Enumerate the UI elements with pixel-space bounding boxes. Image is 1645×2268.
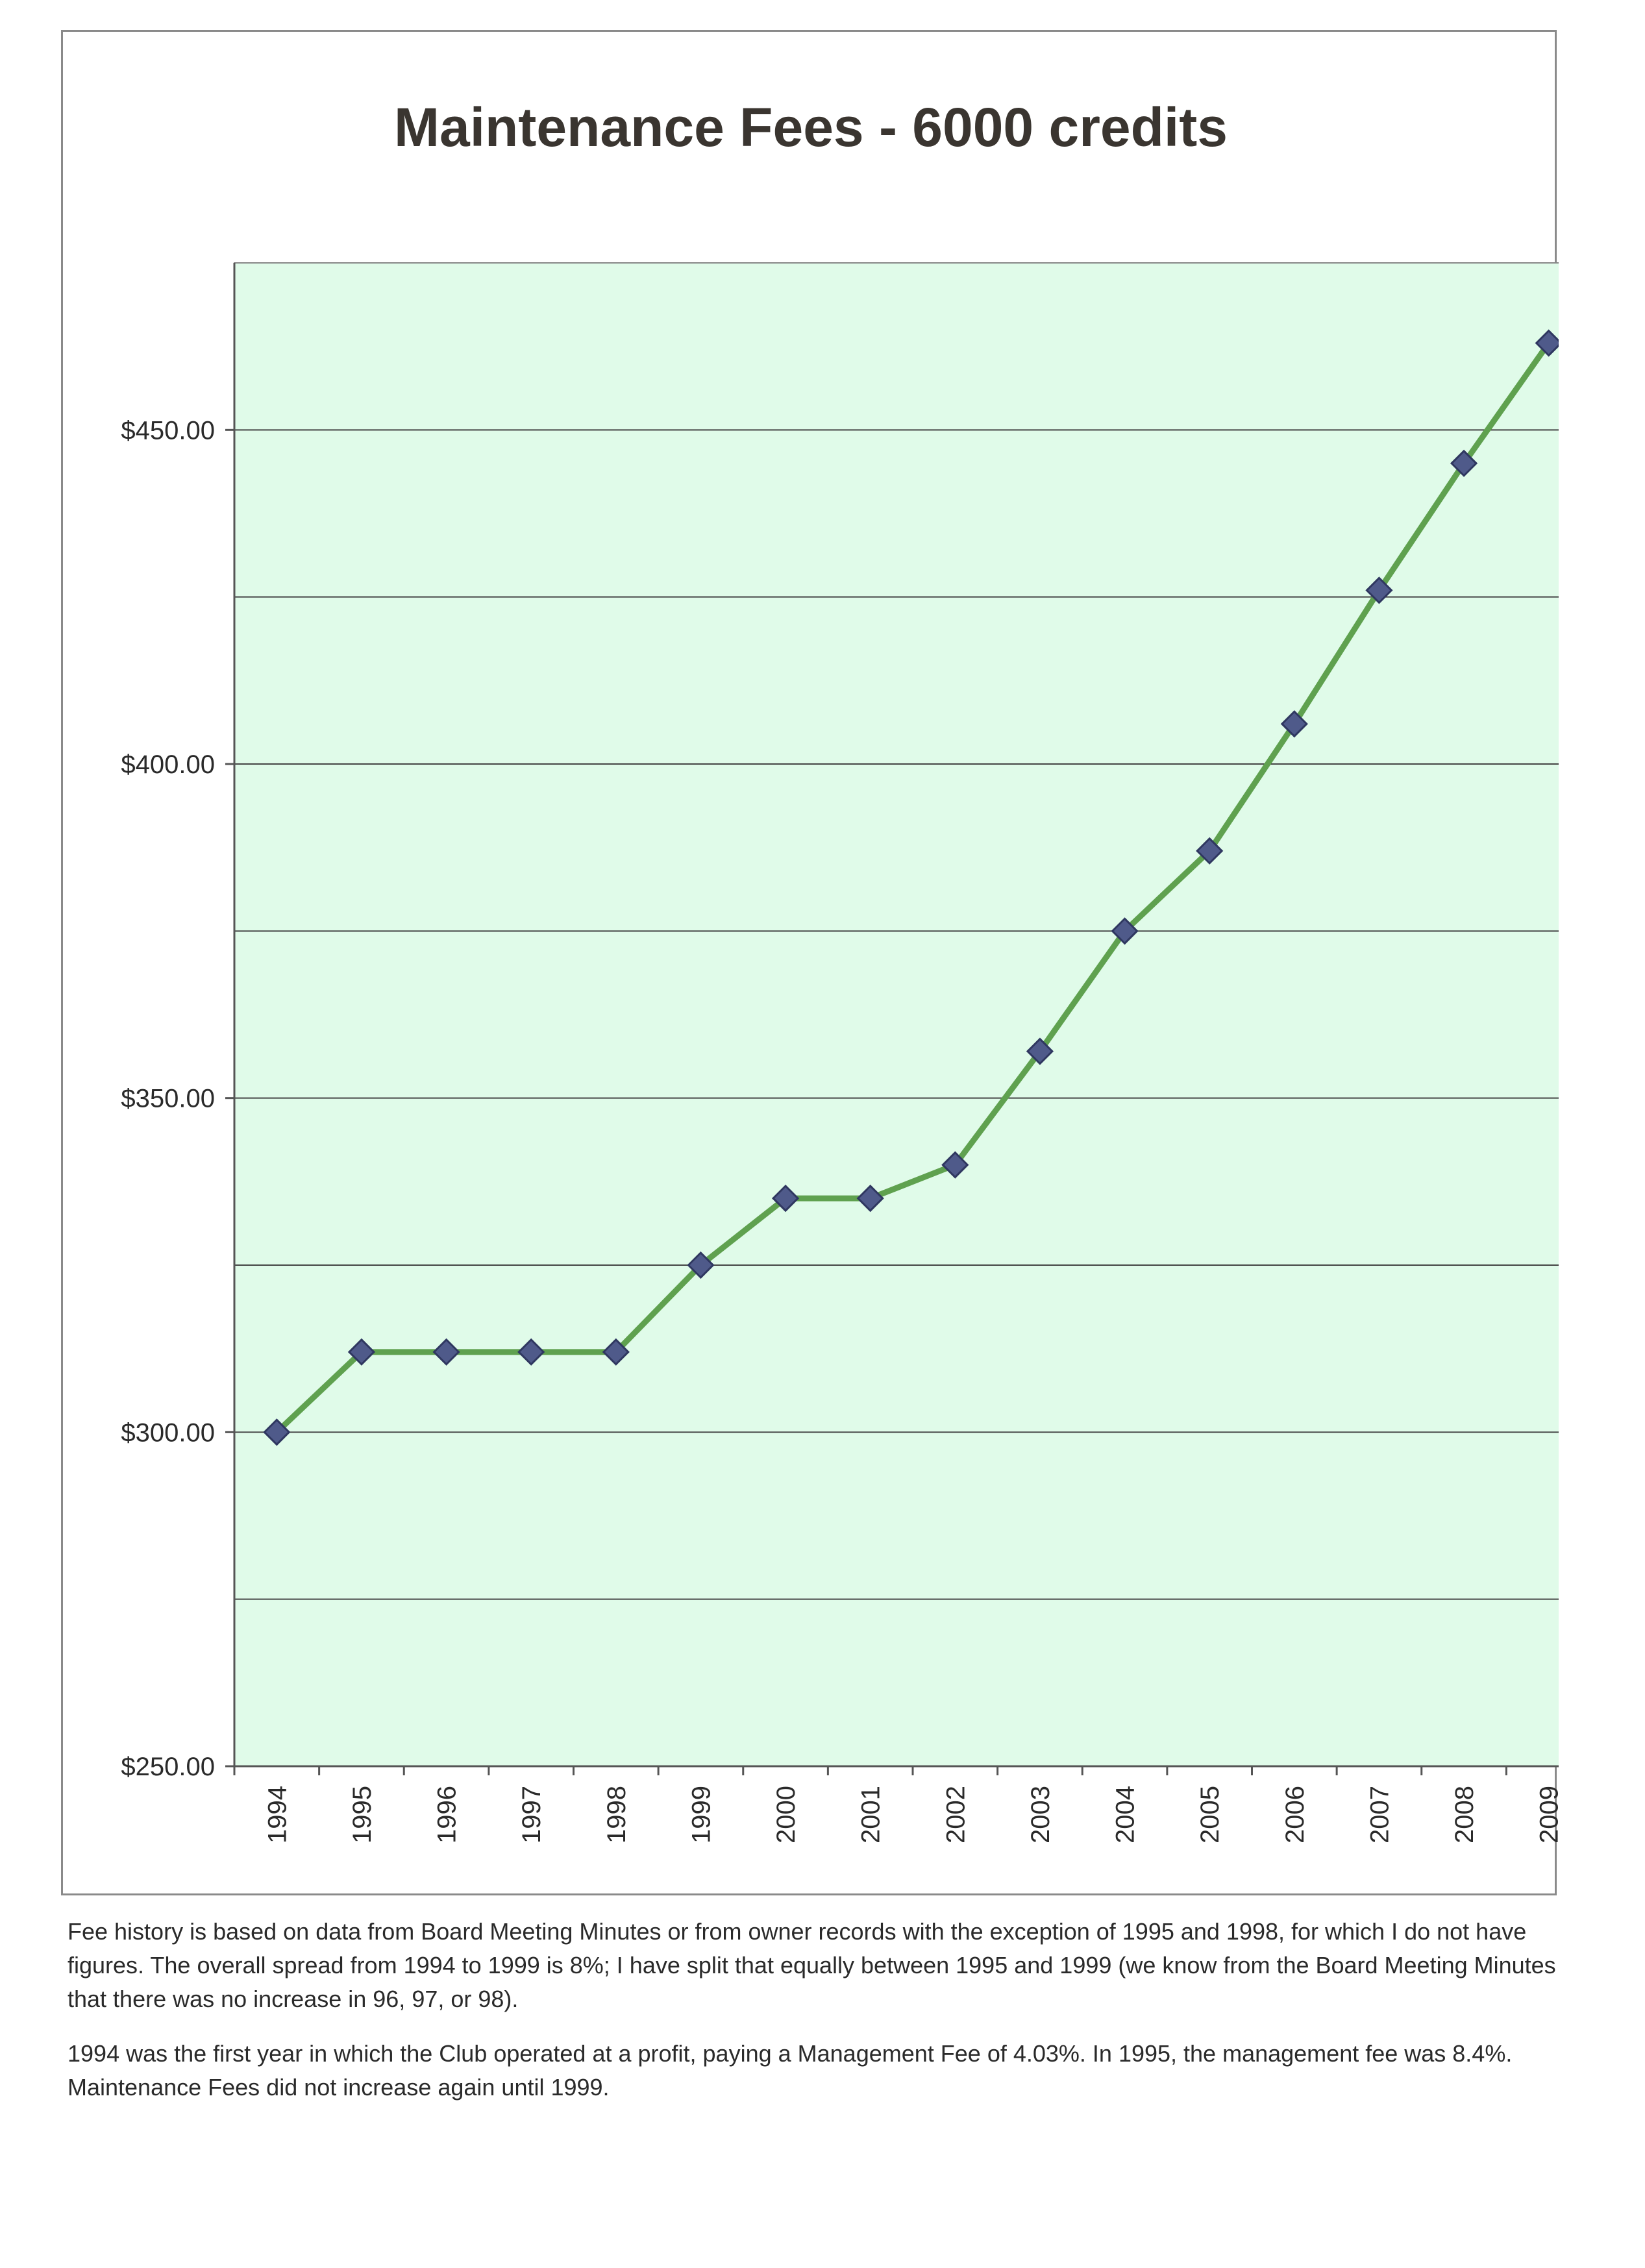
- x-tick-label: 2002: [941, 1786, 970, 1843]
- footnote-paragraph-2: 1994 was the first year in which the Clu…: [68, 2040, 1513, 2101]
- data-point-1994: [263, 1418, 291, 1446]
- x-tick-label: 1995: [348, 1786, 377, 1843]
- data-point-2008: [1450, 449, 1478, 477]
- y-tick-label: $450.00: [121, 416, 215, 445]
- data-point-2009: [1535, 329, 1559, 357]
- chart-title: Maintenance Fees - 6000 credits: [394, 97, 1228, 158]
- data-point-2002: [941, 1151, 969, 1179]
- x-tick-label: 1996: [433, 1786, 462, 1843]
- x-tick-label: 2000: [772, 1786, 800, 1843]
- series-line: [273, 340, 1552, 1435]
- data-point-1997: [517, 1338, 545, 1366]
- x-tick-label: 2007: [1365, 1786, 1394, 1843]
- chart-frame: $250.00 $300.00 $350.00 $400.00 $450.00 1994 1…: [61, 30, 1559, 1895]
- data-point-2007: [1365, 576, 1393, 604]
- x-tick-label: 2003: [1026, 1786, 1055, 1843]
- x-tick-label: 2006: [1281, 1786, 1309, 1843]
- footnote-paragraph-1: Fee history is based on data from Board …: [68, 1918, 1556, 2012]
- x-tick-label: 2008: [1450, 1786, 1479, 1843]
- x-tick-label: 1999: [687, 1786, 715, 1843]
- line-chart: $250.00 $300.00 $350.00 $400.00 $450.00 1994 1…: [121, 97, 1559, 1843]
- data-point-2005: [1196, 837, 1224, 865]
- data-point-1996: [432, 1338, 460, 1366]
- x-tick-label: 1994: [263, 1786, 291, 1843]
- x-tick-label: 1997: [517, 1786, 546, 1843]
- y-tick-label: $300.00: [121, 1418, 215, 1447]
- x-tick-label: 2005: [1196, 1786, 1224, 1843]
- data-point-2003: [1026, 1037, 1054, 1065]
- data-point-1995: [347, 1338, 376, 1366]
- x-tick-label: 1998: [602, 1786, 631, 1843]
- data-point-2004: [1111, 917, 1139, 945]
- y-tick-label: $400.00: [121, 750, 215, 779]
- y-tick-label: $250.00: [121, 1753, 215, 1781]
- y-tick-label: $350.00: [121, 1085, 215, 1113]
- data-point-1999: [687, 1251, 715, 1279]
- data-point-1998: [602, 1338, 630, 1366]
- x-tick-label: 2001: [857, 1786, 885, 1843]
- plot-area: [234, 262, 1559, 1767]
- x-tick-label: 2009: [1535, 1786, 1559, 1843]
- data-point-2000: [771, 1184, 800, 1213]
- x-tick-label: 2004: [1111, 1786, 1140, 1843]
- data-point-2001: [856, 1184, 884, 1213]
- data-point-2006: [1280, 710, 1308, 738]
